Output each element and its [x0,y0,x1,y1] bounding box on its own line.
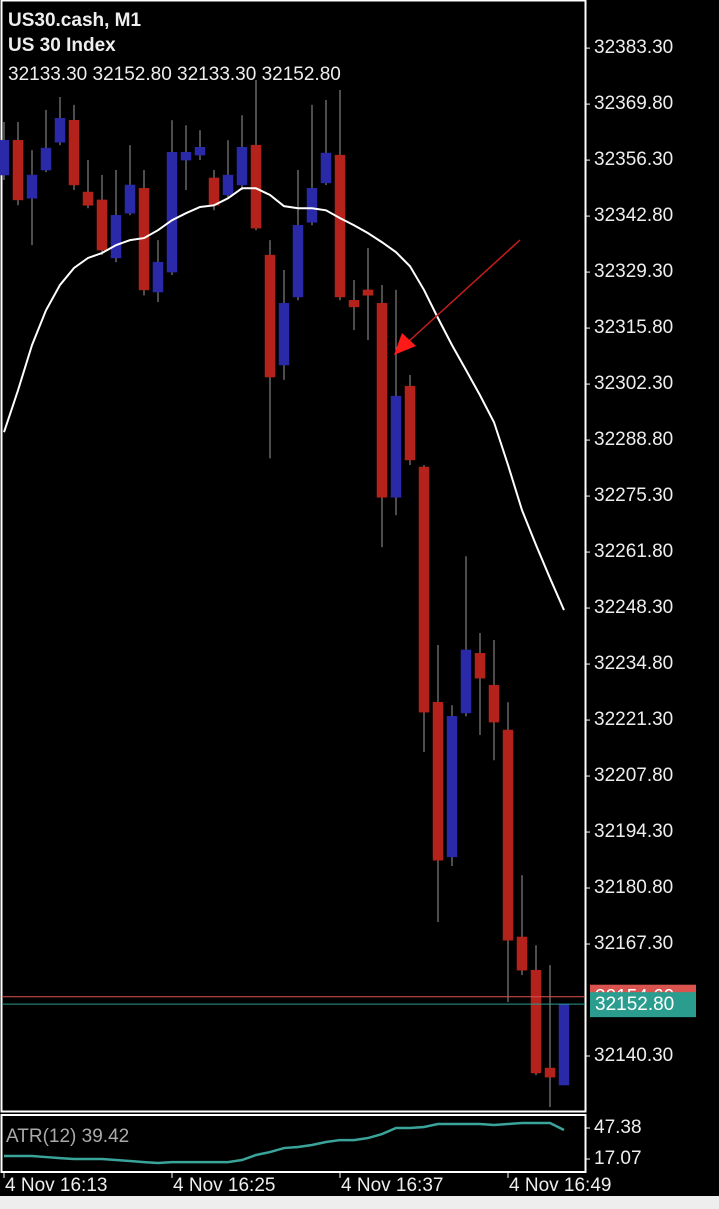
candle-body [362,289,374,296]
y-tick-label: 32275.30 [594,485,673,506]
indicator-title: ATR(12) 39.42 [6,1126,129,1147]
candle-body [320,152,332,184]
candle-body [334,154,346,298]
y-tick-label: 32248.30 [594,597,673,618]
y-tick-label: 32356.30 [594,149,673,170]
candle-body [96,199,108,251]
candle-body [376,302,388,498]
candle-body [432,701,444,861]
y-tick-label: 32302.30 [594,373,673,394]
candle-body [166,151,178,273]
y-tick-label: 32221.30 [594,709,673,730]
candle-body [404,385,416,461]
annotation-arrowhead [394,333,416,355]
candle-body [40,147,52,171]
candle-body [418,466,430,713]
bottom-strip [0,1196,719,1209]
candle-body [54,117,66,143]
y-tick-label: 32234.80 [594,653,673,674]
candle-body [12,139,24,201]
ohlc-label: 32133.30 32152.80 32133.30 32152.80 [8,64,341,85]
candle-body [82,191,94,206]
candle-body [208,177,220,206]
marks: 32383.30 32369.80 32356.30 32342.80 32329.30… [0,37,696,1196]
plot-frame [0,0,587,1113]
candle-body [544,1067,556,1078]
candle-body [488,684,500,723]
candle-body [26,174,38,199]
x-tick-label: 4 Nov 16:37 [341,1175,443,1196]
candle-body [110,215,122,259]
y-tick-label: 32342.80 [594,205,673,226]
y-tick-label: 32207.80 [594,765,673,786]
chart-subtitle: US 30 Index [8,35,116,56]
chart-title: US30.cash, M1 [8,10,141,31]
y-tick-label: 32140.30 [594,1045,673,1066]
candle-body [180,151,192,161]
candle-body [530,969,542,1074]
candle-body [68,120,80,186]
price-label-box [590,992,696,1018]
candle-body [194,146,206,156]
y-tick-label: 32288.80 [594,429,673,450]
candle-body [278,302,290,366]
x-tick-label: 4 Nov 16:13 [5,1175,107,1196]
y-tick-label: 17.07 [594,1148,642,1169]
x-tick-label: 4 Nov 16:49 [509,1175,611,1196]
y-tick-label: 32329.30 [594,261,673,282]
y-tick-label: 32369.80 [594,93,673,114]
candle-body [446,716,458,858]
y-tick-label: 32315.80 [594,317,673,338]
candle-body [236,146,248,186]
candle-body [0,139,10,176]
candle-body [390,395,402,498]
y-tick-label: 32383.30 [594,37,673,58]
y-tick-label: 32194.30 [594,821,673,842]
candle-body [306,188,318,223]
y-tick-label: 32180.80 [594,877,673,898]
candle-body [250,144,262,229]
y-tick-label: 32261.80 [594,541,673,562]
candle-body [474,653,486,679]
price-label: 32152.80 [595,994,674,1015]
annotation-arrow [407,239,521,343]
y-tick-label: 47.38 [594,1117,642,1138]
candle-body [502,729,514,941]
candle-body [348,300,360,308]
x-tick-label: 4 Nov 16:25 [173,1175,275,1196]
indicator-line [4,1121,565,1165]
moving-average [3,187,565,611]
candle-body [152,261,164,293]
candle-body [558,1003,570,1086]
indicator-frame [0,1114,587,1173]
candle-body [460,649,472,714]
candle-body [516,936,528,971]
candle-body [264,254,276,378]
candle-body [222,174,234,196]
y-tick-label: 32167.30 [594,933,673,954]
candle-body [124,184,136,214]
candle-body [292,224,304,298]
